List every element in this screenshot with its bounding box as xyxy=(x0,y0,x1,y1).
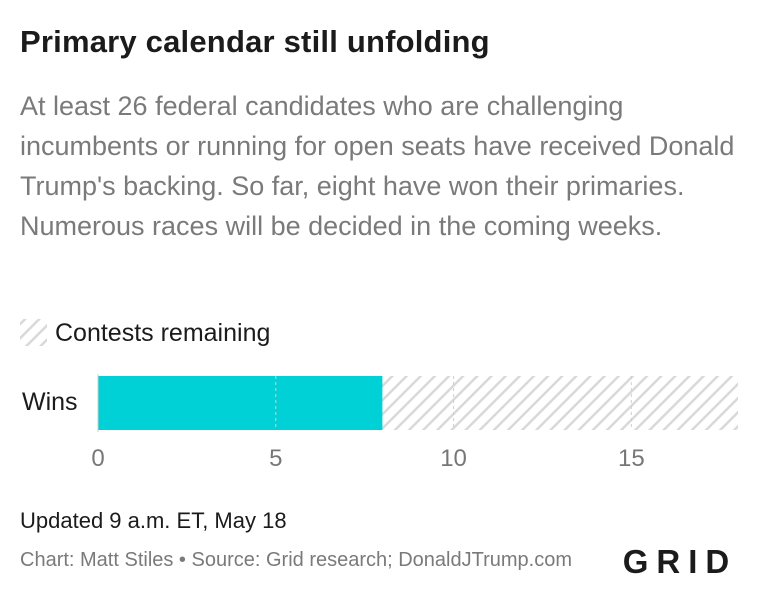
x-tick-label: 0 xyxy=(91,445,104,472)
chart-subtitle: At least 26 federal candidates who are c… xyxy=(20,91,735,241)
legend-label-remaining: Contests remaining xyxy=(55,319,270,347)
updated-timestamp: Updated 9 a.m. ET, May 18 xyxy=(20,508,287,533)
bar-contests-remaining xyxy=(382,376,738,430)
chart-title: Primary calendar still unfolding xyxy=(20,24,490,59)
legend: Contests remaining xyxy=(20,319,270,347)
grid-logo: GRID xyxy=(623,543,738,580)
bar-wins xyxy=(98,376,383,430)
svg-text:GRID: GRID xyxy=(623,543,738,580)
source-credits: Chart: Matt Stiles • Source: Grid resear… xyxy=(20,549,573,571)
category-label: Wins xyxy=(22,388,78,416)
x-tick-label: 15 xyxy=(618,445,645,472)
x-tick-label: 5 xyxy=(269,445,282,472)
x-axis-ticks: 0 5 10 15 xyxy=(91,445,644,472)
bars xyxy=(98,376,738,430)
x-tick-label: 10 xyxy=(440,445,467,472)
bar-chart: Contests remaining Wins 0 5 10 15 xyxy=(20,319,738,472)
legend-swatch-remaining xyxy=(20,319,47,346)
gridlines-overlay xyxy=(275,376,632,430)
